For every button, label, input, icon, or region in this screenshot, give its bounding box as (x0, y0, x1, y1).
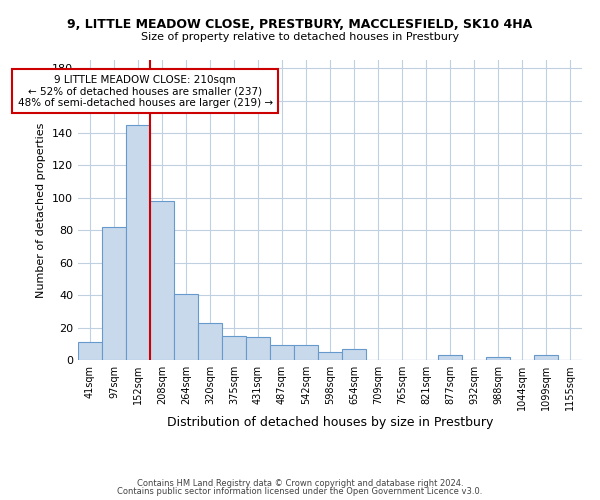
Text: 9 LITTLE MEADOW CLOSE: 210sqm
← 52% of detached houses are smaller (237)
48% of : 9 LITTLE MEADOW CLOSE: 210sqm ← 52% of d… (17, 74, 273, 108)
Bar (438, 355, 462, 360)
Bar (174, 294, 198, 360)
Bar (150, 201, 174, 360)
Bar (486, 357, 510, 360)
Text: 9, LITTLE MEADOW CLOSE, PRESTBURY, MACCLESFIELD, SK10 4HA: 9, LITTLE MEADOW CLOSE, PRESTBURY, MACCL… (67, 18, 533, 30)
Text: Contains HM Land Registry data © Crown copyright and database right 2024.: Contains HM Land Registry data © Crown c… (137, 478, 463, 488)
Bar (318, 352, 342, 360)
Bar (78, 342, 102, 360)
Y-axis label: Number of detached properties: Number of detached properties (37, 122, 46, 298)
Bar (198, 322, 222, 360)
Text: Contains public sector information licensed under the Open Government Licence v3: Contains public sector information licen… (118, 487, 482, 496)
Bar (246, 338, 270, 360)
Bar (294, 346, 318, 360)
Bar (126, 125, 150, 360)
Bar (102, 227, 126, 360)
Bar (270, 346, 294, 360)
Text: Size of property relative to detached houses in Prestbury: Size of property relative to detached ho… (141, 32, 459, 42)
X-axis label: Distribution of detached houses by size in Prestbury: Distribution of detached houses by size … (167, 416, 493, 429)
Bar (342, 348, 366, 360)
Bar (222, 336, 246, 360)
Bar (534, 355, 558, 360)
